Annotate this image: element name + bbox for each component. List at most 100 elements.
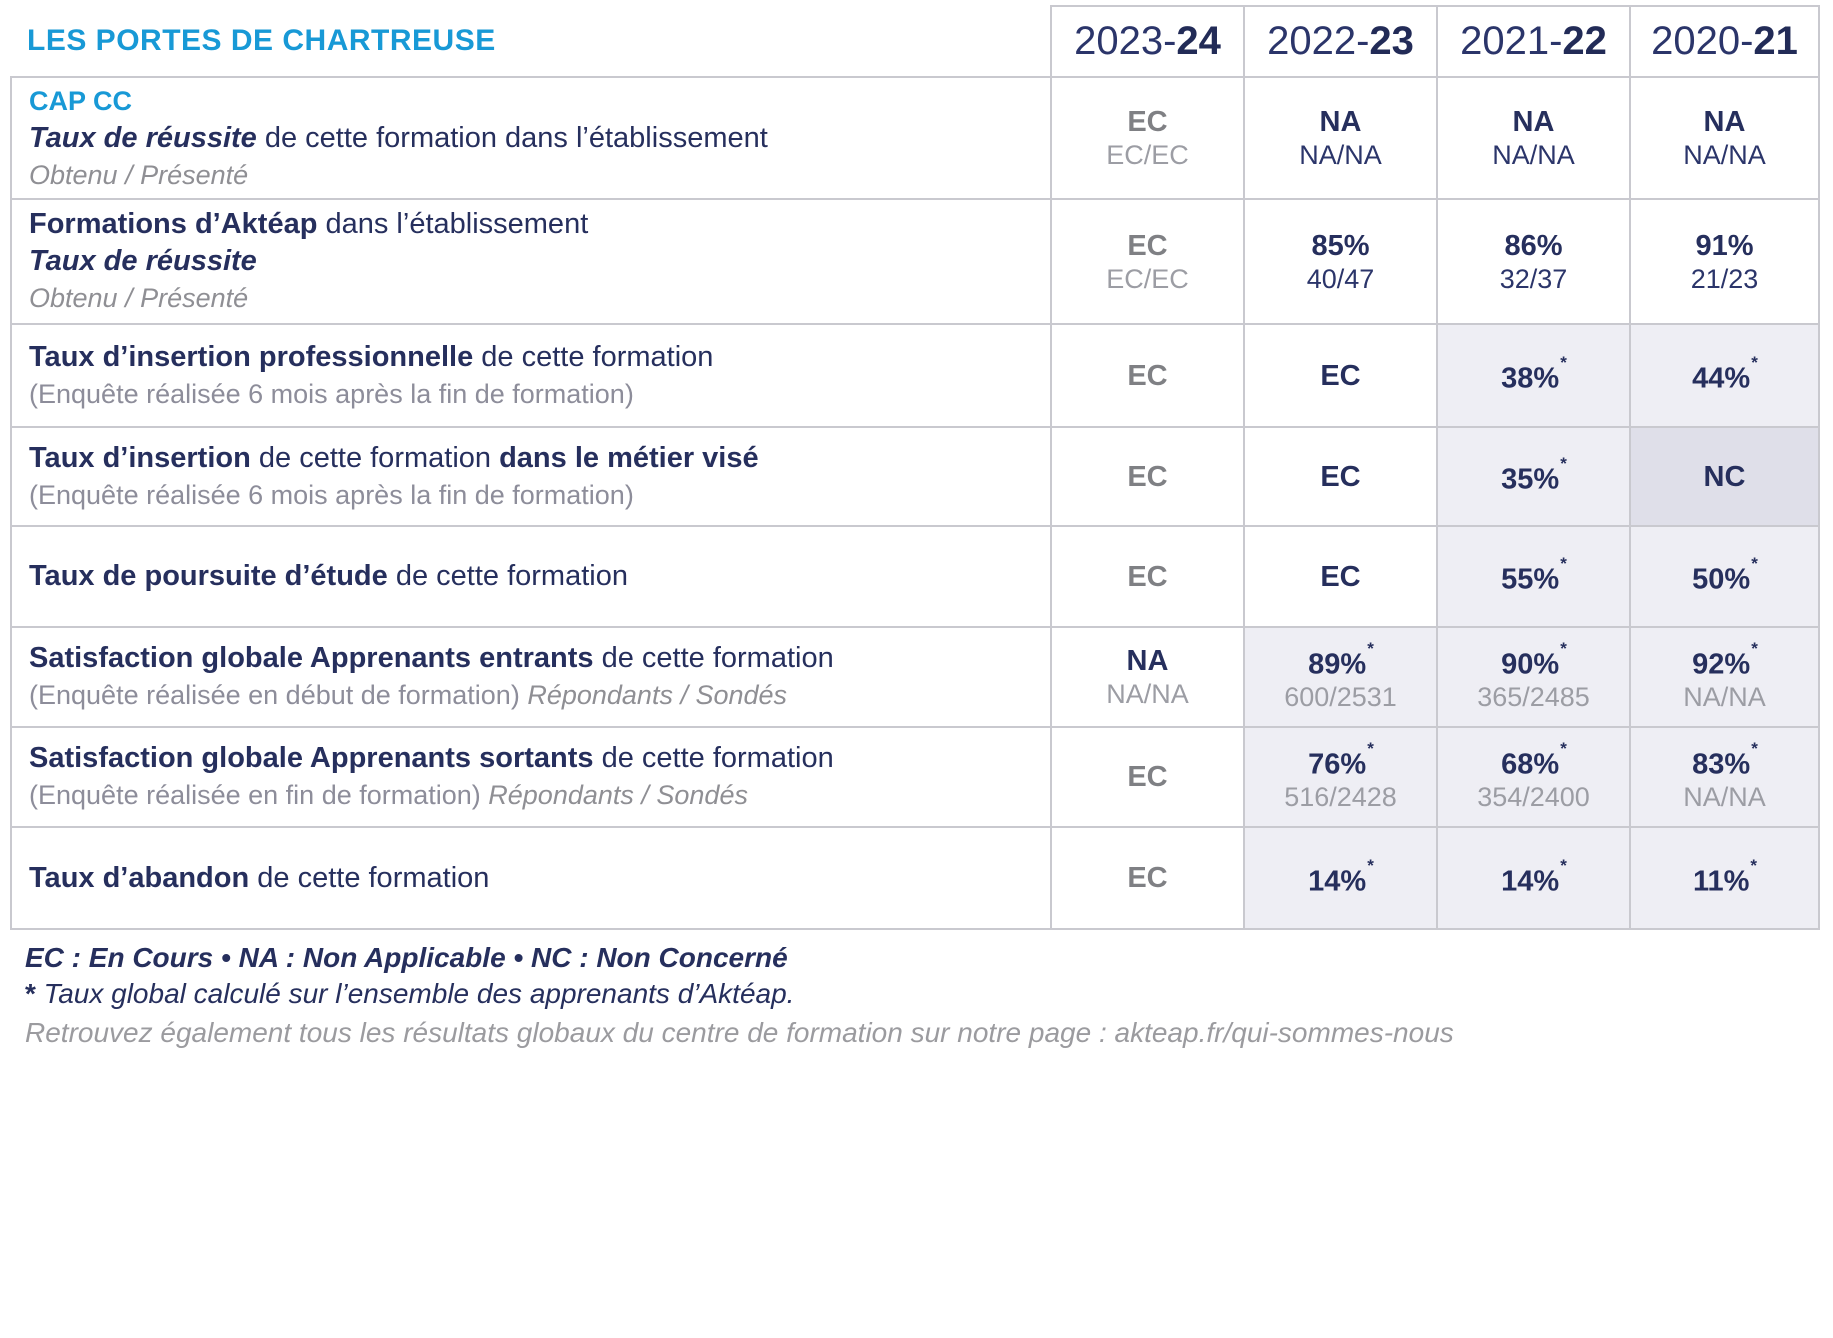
- stat-subvalue: 365/2485: [1477, 682, 1590, 713]
- table-row-taux-insertion-metier-vise: Taux d’insertion de cette formation dans…: [10, 428, 1820, 527]
- stat-subvalue: NA/NA: [1683, 782, 1766, 813]
- label-segment: Répondants / Sondés: [488, 780, 748, 810]
- stat-cell: EC EC/EC: [1052, 200, 1245, 325]
- global-results-note: Retrouvez également tous les résultats g…: [25, 1017, 1454, 1048]
- label-line: (Enquête réalisée 6 mois après la fin de…: [29, 376, 1050, 413]
- label-segment: Formations d’Aktéap: [29, 208, 318, 240]
- label-segment: de cette formation: [593, 642, 834, 674]
- asterisk-marker: *: [1560, 454, 1567, 474]
- stat-cell: 76%* 516/2428: [1245, 728, 1438, 828]
- label-line: Taux de poursuite d’étude de cette forma…: [29, 558, 1050, 595]
- asterisk-marker: *: [1751, 353, 1758, 373]
- stat-value: 14%*: [1308, 855, 1374, 898]
- stat-cell: 55%*: [1438, 527, 1631, 628]
- stat-cell: EC: [1052, 527, 1245, 628]
- stat-value: 92%*: [1692, 638, 1758, 681]
- stat-value: NC: [1703, 460, 1746, 493]
- stat-cell: EC: [1245, 325, 1438, 428]
- legend-abbreviations: EC : En Cours • NA : Non Applicable • NC…: [25, 942, 788, 973]
- stat-cell: NA NA/NA: [1438, 78, 1631, 200]
- row-label: Satisfaction globale Apprenants entrants…: [10, 628, 1052, 728]
- stat-cell: 35%*: [1438, 428, 1631, 527]
- label-segment: de cette formation: [387, 560, 628, 592]
- stat-value: EC: [1127, 560, 1168, 593]
- stat-value: NA: [1319, 106, 1362, 138]
- star-footnote: * Taux global calculé sur l’ensemble des…: [25, 976, 1833, 1012]
- stat-cell: 86% 32/37: [1438, 200, 1631, 325]
- stat-value: EC: [1127, 359, 1168, 392]
- row-label: CAP CC Taux de réussite de cette formatio…: [10, 78, 1052, 200]
- year-column-header: 2021-22: [1438, 5, 1631, 78]
- stat-value: NA: [1512, 106, 1555, 138]
- asterisk-marker: *: [1367, 738, 1374, 758]
- stat-cell: EC: [1245, 527, 1438, 628]
- stat-value: EC: [1320, 460, 1361, 493]
- row-label: Taux d’insertion professionnelle de cett…: [10, 325, 1052, 428]
- stat-subvalue: NA/NA: [1492, 140, 1575, 170]
- table-row-taux-insertion-professionnelle: Taux d’insertion professionnelle de cett…: [10, 325, 1820, 428]
- stat-value: 50%*: [1692, 554, 1758, 596]
- label-line: Obtenu / Présenté: [29, 157, 1050, 194]
- stat-value: EC: [1127, 460, 1168, 493]
- asterisk-marker: *: [1367, 638, 1374, 658]
- label-segment: Répondants / Sondés: [527, 680, 788, 710]
- row-label: Formations d’Aktéap dans l’établissement…: [10, 200, 1052, 325]
- label-segment: (Enquête réalisée 6 mois après la fin de…: [29, 479, 634, 510]
- star-footnote-text: Taux global calculé sur l’ensemble des a…: [35, 978, 795, 1009]
- stat-value: 35%*: [1501, 454, 1567, 496]
- table-row-satisfaction-apprenants-sortants: Satisfaction globale Apprenants sortants…: [10, 728, 1820, 828]
- table-row-taux-poursuite-etude: Taux de poursuite d’étude de cette forma…: [10, 527, 1820, 628]
- asterisk-marker: *: [1751, 738, 1758, 758]
- table-body: CAP CC Taux de réussite de cette formatio…: [10, 78, 1820, 930]
- stat-value: EC: [1127, 862, 1168, 894]
- label-segment: de cette formation: [249, 861, 490, 894]
- label-line: Obtenu / Présenté: [29, 280, 1050, 317]
- label-line: Taux d’abandon de cette formation: [29, 860, 1050, 897]
- asterisk-marker: *: [1560, 353, 1567, 373]
- stat-cell: EC: [1052, 325, 1245, 428]
- label-segment: de cette formation: [473, 340, 714, 373]
- stat-value: 90%*: [1501, 638, 1567, 681]
- label-segment: Taux de poursuite d’étude: [29, 560, 388, 592]
- stat-cell: EC: [1052, 728, 1245, 828]
- year-label: 2020-21: [1651, 19, 1798, 63]
- stat-value: NA: [1126, 645, 1169, 677]
- label-segment: de cette formation: [593, 742, 834, 774]
- label-segment: Taux d’insertion professionnelle: [29, 340, 474, 373]
- asterisk-marker: *: [1560, 554, 1567, 574]
- row-label: Taux d’insertion de cette formation dans…: [10, 428, 1052, 527]
- stat-cell: 14%*: [1245, 828, 1438, 930]
- label-line: CAP CC: [29, 83, 1050, 120]
- stat-value: EC: [1320, 359, 1361, 392]
- stat-cell: 44%*: [1631, 325, 1820, 428]
- stat-cell: 11%*: [1631, 828, 1820, 930]
- stat-cell: NA NA/NA: [1631, 78, 1820, 200]
- row-label: Taux de poursuite d’étude de cette forma…: [10, 527, 1052, 628]
- stat-value: EC: [1320, 560, 1361, 593]
- stat-value: 44%*: [1692, 353, 1758, 395]
- label-segment: de cette formation: [250, 441, 500, 474]
- asterisk-marker: *: [1560, 638, 1567, 658]
- label-segment: (Enquête réalisée en fin de formation): [29, 780, 489, 810]
- label-segment: Taux d’abandon: [29, 861, 250, 894]
- year-column-header: 2023-24: [1052, 5, 1245, 78]
- label-line: (Enquête réalisée 6 mois après la fin de…: [29, 477, 1050, 514]
- label-segment: CAP CC: [29, 85, 133, 116]
- label-line: (Enquête réalisée en fin de formation) R…: [29, 777, 1050, 814]
- stat-subvalue: EC/EC: [1106, 263, 1189, 294]
- stat-value: 89%*: [1308, 638, 1374, 681]
- stat-cell: NC: [1631, 428, 1820, 527]
- stat-cell: 91% 21/23: [1631, 200, 1820, 325]
- label-segment: dans l’établissement: [317, 208, 589, 240]
- stat-value: 85%: [1311, 229, 1370, 262]
- stat-value: 76%*: [1308, 738, 1374, 781]
- stat-cell: 85% 40/47: [1245, 200, 1438, 325]
- stat-cell: NA NA/NA: [1052, 628, 1245, 728]
- stat-cell: 92%* NA/NA: [1631, 628, 1820, 728]
- label-line: Taux d’insertion professionnelle de cett…: [29, 339, 1050, 376]
- asterisk-marker: *: [1560, 855, 1567, 875]
- stat-cell: 83%* NA/NA: [1631, 728, 1820, 828]
- stat-subvalue: NA/NA: [1299, 140, 1382, 170]
- stat-cell: EC: [1052, 828, 1245, 930]
- stat-cell: 14%*: [1438, 828, 1631, 930]
